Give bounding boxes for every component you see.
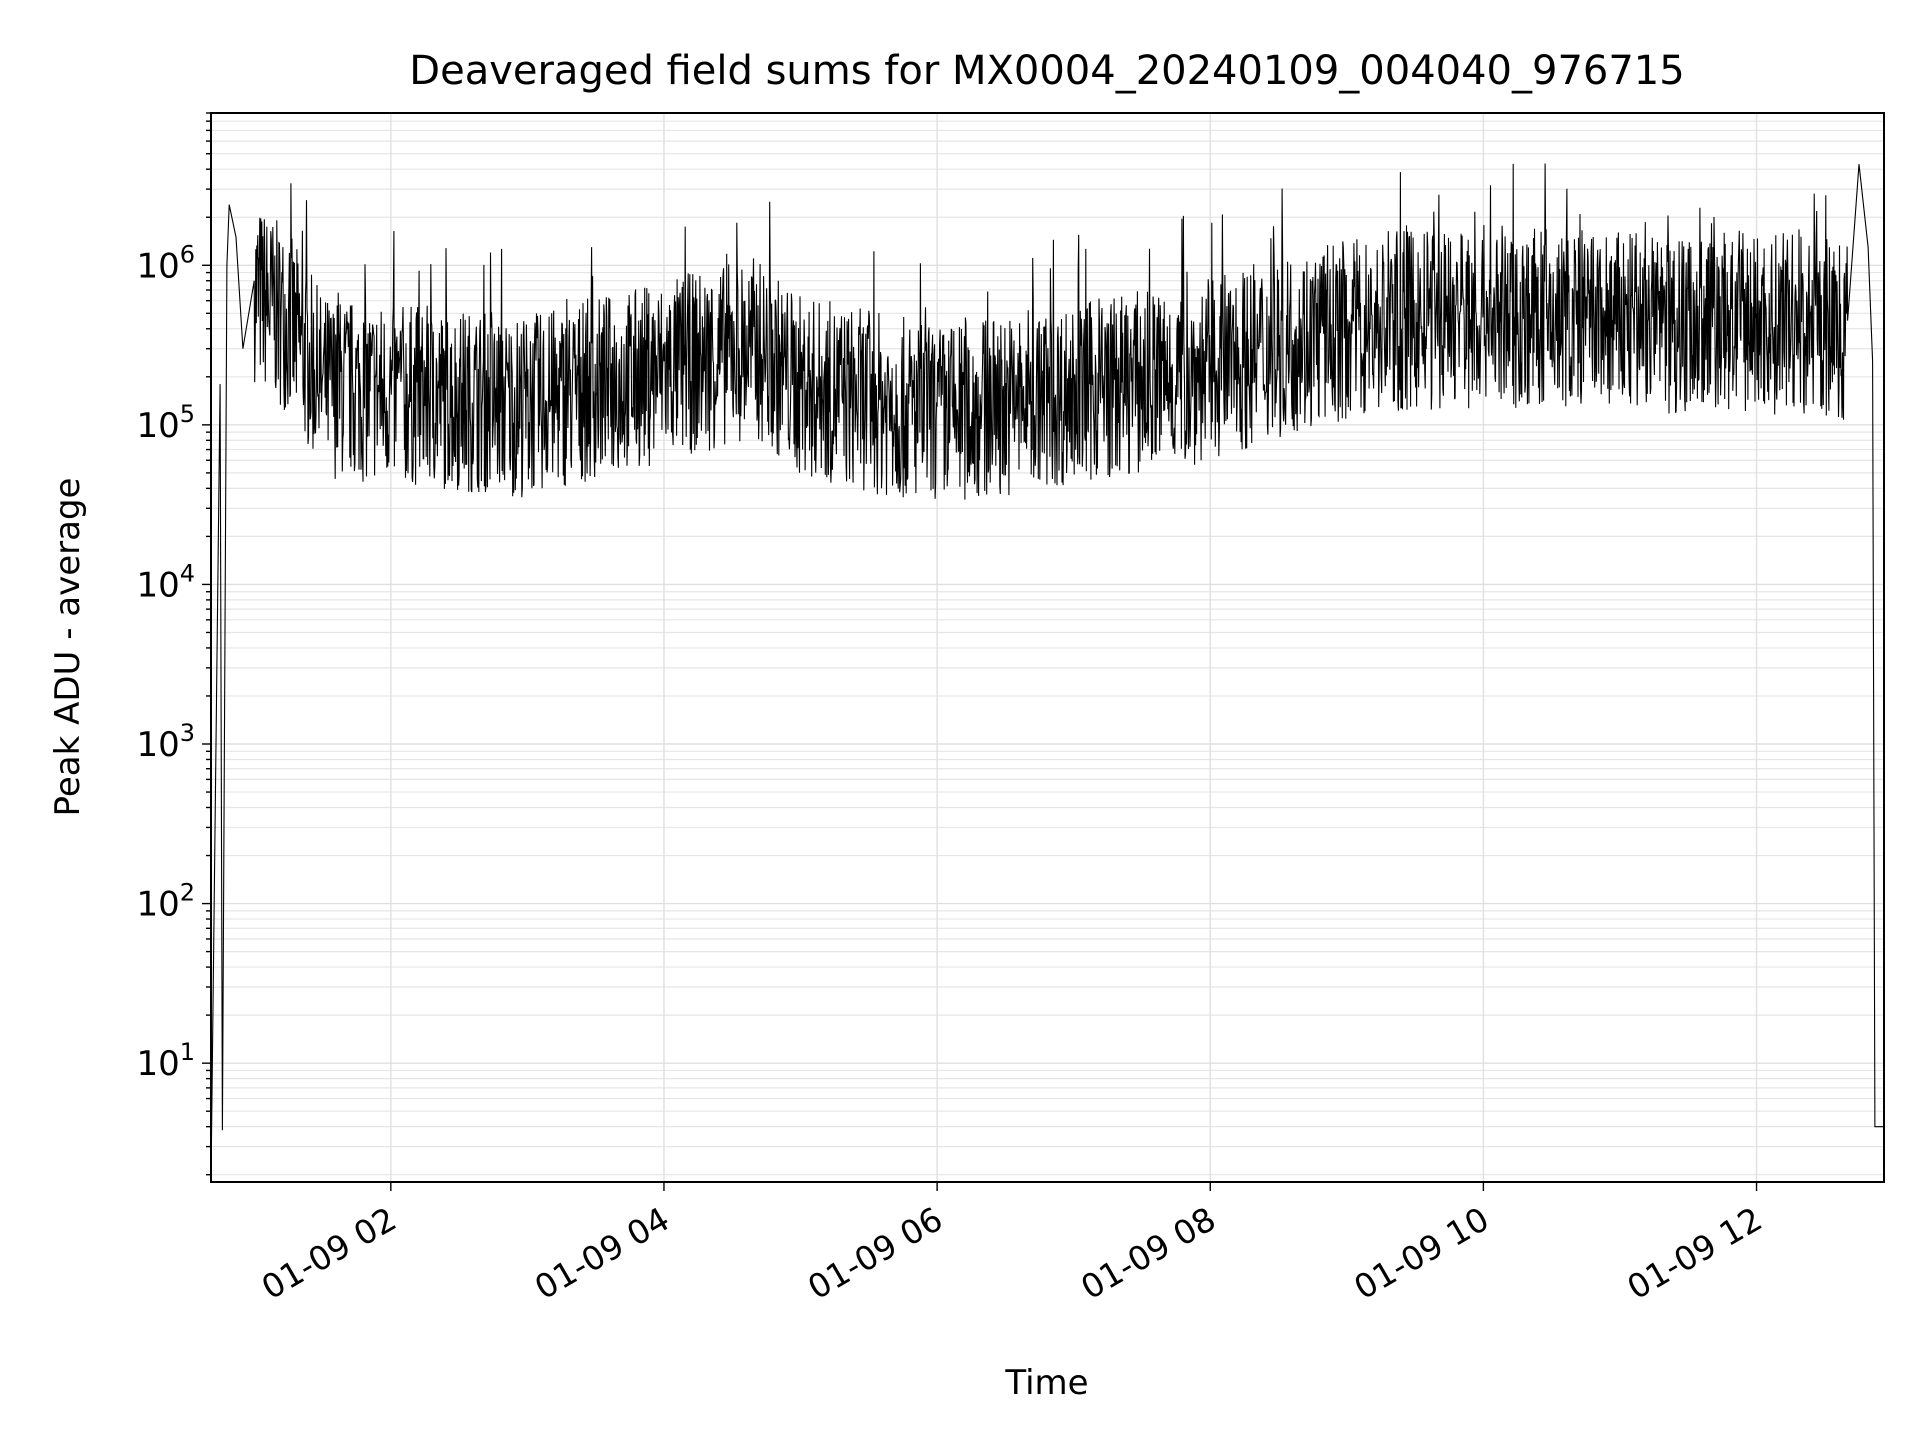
x-tick-label: 01-09 06 bbox=[801, 1199, 949, 1307]
x-tick-label: 01-09 08 bbox=[1074, 1199, 1222, 1307]
x-tick-label: 01-09 12 bbox=[1621, 1199, 1769, 1307]
x-tick-label: 01-09 02 bbox=[255, 1199, 403, 1307]
x-tick-label: 01-09 10 bbox=[1347, 1199, 1495, 1307]
y-axis: 101 102 103 104 105 106 bbox=[136, 112, 211, 1176]
y-tick-label: 103 bbox=[136, 719, 195, 765]
y-tick-label: 105 bbox=[136, 400, 195, 446]
chart-title: Deaveraged field sums for MX0004_2024010… bbox=[409, 48, 1684, 94]
x-axis: 01-09 02 01-09 04 01-09 06 01-09 08 01-09 10… bbox=[255, 1182, 1769, 1307]
x-axis-label: Time bbox=[1004, 1363, 1088, 1403]
y-tick-label: 102 bbox=[136, 879, 195, 925]
y-tick-label: 101 bbox=[136, 1038, 195, 1084]
series-line bbox=[210, 163, 1884, 1183]
y-tick-label: 104 bbox=[136, 559, 195, 605]
y-tick-label: 106 bbox=[136, 240, 195, 286]
y-axis-label: Peak ADU - average bbox=[48, 478, 88, 817]
series-line-group bbox=[210, 163, 1884, 1183]
x-tick-label: 01-09 04 bbox=[528, 1199, 676, 1307]
grid bbox=[211, 112, 1884, 1182]
